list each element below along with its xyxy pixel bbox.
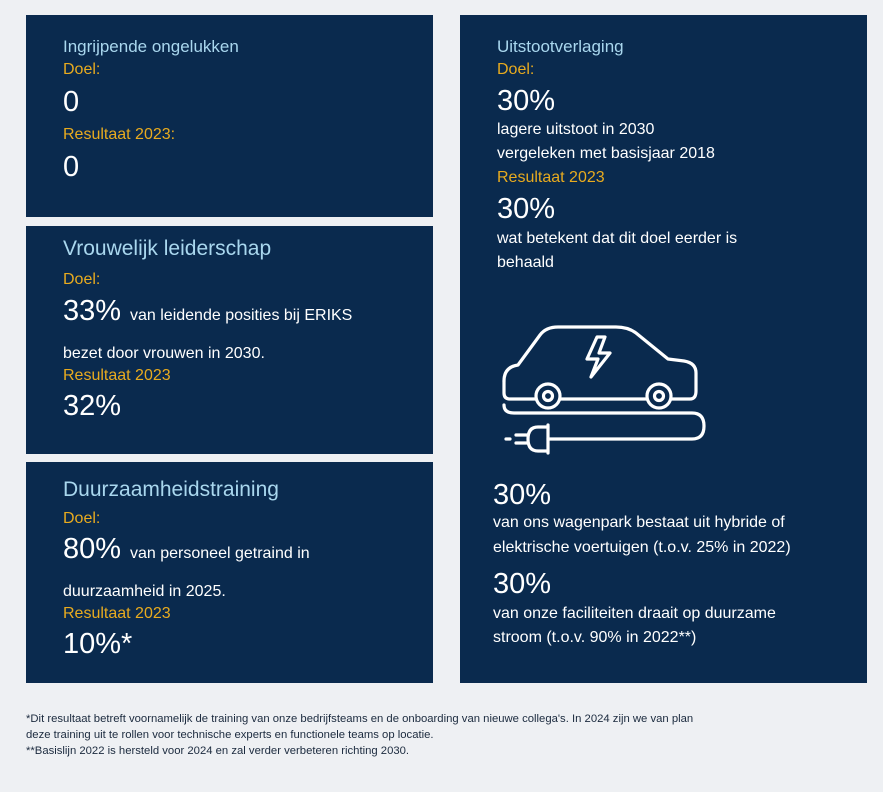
result-value: 32% <box>63 390 122 422</box>
result-label: Resultaat 2023 <box>63 367 171 384</box>
goal-text: van leidende posities bij ERIKS <box>130 307 353 324</box>
panel-emissions: Uitstootverlaging Doel: 30% lagere uitst… <box>460 15 867 683</box>
goal-value: 80% <box>63 533 122 565</box>
facilities-value: 30% <box>493 568 552 600</box>
fleet-text: elektrische voertuigen (t.o.v. 25% in 20… <box>493 539 791 556</box>
result-value: 10%* <box>63 628 133 660</box>
goal-value: 33% <box>63 295 122 327</box>
footnote-line: **Basislijn 2022 is hersteld voor 2024 e… <box>26 745 410 757</box>
goal-label: Doel: <box>497 61 535 78</box>
goal-text: vergeleken met basisjaar 2018 <box>497 145 715 162</box>
panel-title: Duurzaamheidstraining <box>63 478 279 501</box>
goal-text: lagere uitstoot in 2030 <box>497 121 655 138</box>
footnotes: *Dit resultaat betreft voornamelijk de t… <box>26 711 866 759</box>
goal-label: Doel: <box>63 510 101 527</box>
result-value: 0 <box>63 151 80 183</box>
panel-title: Vrouwelijk leiderschap <box>63 237 272 260</box>
goal-text: bezet door vrouwen in 2030. <box>63 345 265 362</box>
goal-label: Doel: <box>63 271 101 288</box>
goal-text: duurzaamheid in 2025. <box>63 583 226 600</box>
result-label: Resultaat 2023 <box>63 605 171 622</box>
goal-value: 0 <box>63 86 80 118</box>
goal-label: Doel: <box>63 61 101 78</box>
fleet-value: 30% <box>493 479 552 511</box>
footnote-line: *Dit resultaat betreft voornamelijk de t… <box>26 713 694 725</box>
panel-leadership: Vrouwelijk leiderschap Doel: 33% van lei… <box>26 226 433 454</box>
footnote-line: deze training uit te rollen voor technis… <box>26 729 434 741</box>
electric-car-icon <box>502 325 706 455</box>
goal-value: 30% <box>497 85 556 117</box>
result-text: behaald <box>497 254 554 271</box>
goal-text: van personeel getraind in <box>130 545 310 562</box>
result-text: wat betekent dat dit doel eerder is <box>497 230 738 247</box>
panel-title: Ingrijpende ongelukken <box>63 37 239 56</box>
result-value: 30% <box>497 193 556 225</box>
result-label: Resultaat 2023 <box>497 169 605 186</box>
facilities-text: van onze faciliteiten draait op duurzame <box>493 605 776 622</box>
fleet-text: van ons wagenpark bestaat uit hybride of <box>493 514 785 531</box>
panel-accidents: Ingrijpende ongelukken Doel: 0 Resultaat… <box>26 15 433 217</box>
panel-title: Uitstootverlaging <box>497 37 624 56</box>
facilities-text: stroom (t.o.v. 90% in 2022**) <box>493 629 697 646</box>
result-label: Resultaat 2023: <box>63 126 176 143</box>
panel-training: Duurzaamheidstraining Doel: 80% van pers… <box>26 462 433 683</box>
